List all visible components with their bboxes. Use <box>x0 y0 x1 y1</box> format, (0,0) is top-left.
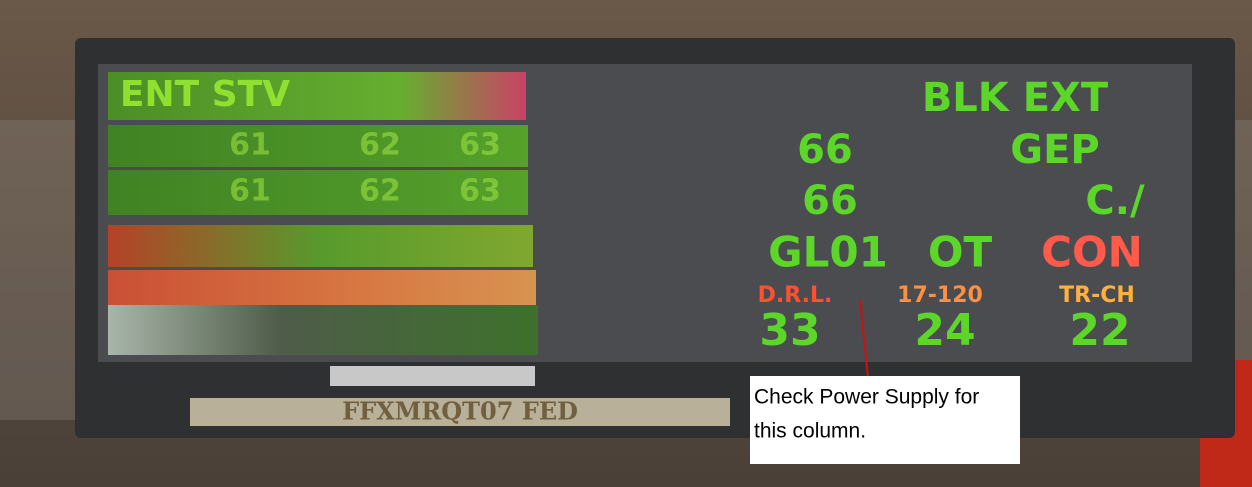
led-text: 22 <box>1069 305 1130 356</box>
scene: ENT STV 61 62 63 61 62 63 BLK EXT 66 GEP 66 C./ GL… <box>0 0 1252 487</box>
led-text: C./ <box>1085 178 1145 224</box>
label-plate <box>330 366 535 386</box>
annotation-text: this column. <box>754 420 866 443</box>
garbled-value: 61 <box>229 128 271 163</box>
led-text: 66 <box>797 127 853 173</box>
garbled-row <box>108 305 538 355</box>
garbled-row <box>108 225 533 267</box>
left-header: ENT STV <box>120 74 290 115</box>
garbled-value: 62 <box>359 174 401 209</box>
led-text: BLK EXT <box>922 75 1109 121</box>
plate-text: FFXMRQT07 FED <box>342 397 578 426</box>
garbled-value: 61 <box>229 174 271 209</box>
led-text: 24 <box>914 305 975 356</box>
garbled-value: 63 <box>459 174 501 209</box>
led-text: 33 <box>759 305 820 356</box>
annotation-text: Check Power Supply for <box>754 386 979 409</box>
led-text: CON <box>1041 228 1143 277</box>
led-text: GL01 <box>768 228 888 277</box>
led-text: GEP <box>1010 127 1099 173</box>
garbled-value: 63 <box>459 128 501 163</box>
led-text: 66 <box>802 178 858 224</box>
garbled-row <box>108 270 536 305</box>
garbled-value: 62 <box>359 128 401 163</box>
led-text: OT <box>928 228 993 277</box>
